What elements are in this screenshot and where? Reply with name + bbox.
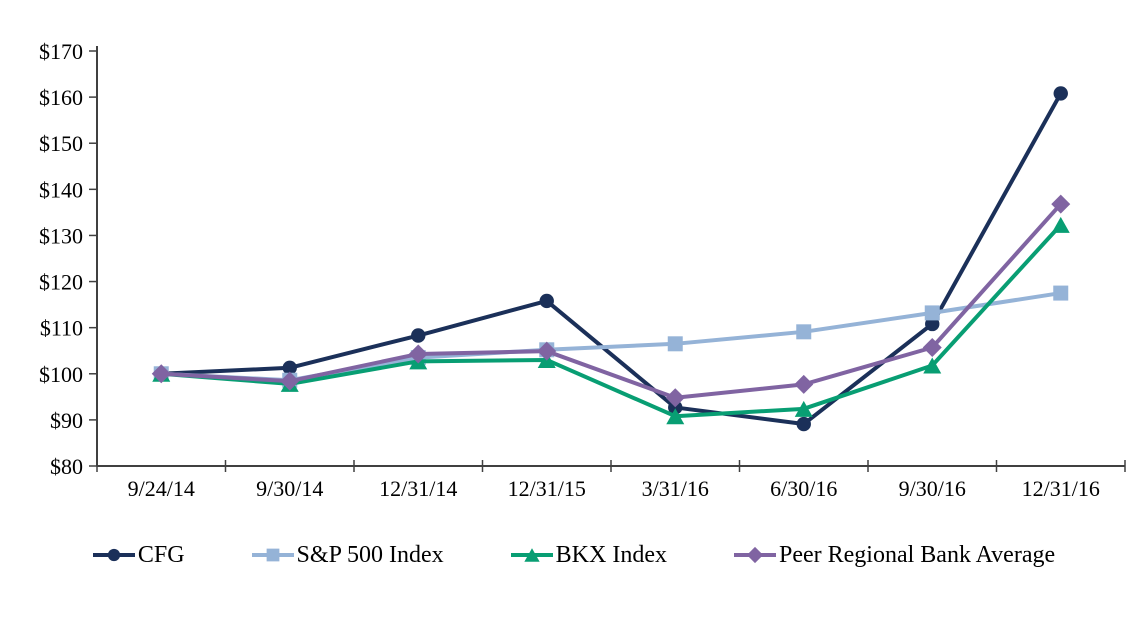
x-axis-tick-label: 3/31/16 [642,476,709,501]
x-axis-tick-label: 9/30/16 [899,476,966,501]
legend-marker-circle [107,548,120,562]
series-cfg-marker [411,328,426,343]
legend-s-p-500-index-square-icon [251,548,294,562]
series-peer-regional-bank-average-marker [408,344,428,364]
y-axis-tick-label: $140 [39,177,83,202]
legend-marker-triangle [524,548,540,562]
series-peer-regional-bank-average-marker [151,364,171,384]
series-peer-regional-bank-average-marker [280,371,300,391]
series-peer-regional-bank-average-marker [537,341,557,361]
y-axis-tick-label: $110 [40,316,83,341]
x-axis-tick-label: 9/30/14 [256,476,323,501]
legend-item-cfg: CFG [92,543,185,567]
series-peer-regional-bank-average-marker [794,374,814,394]
x-axis-tick-label: 6/30/16 [770,476,837,501]
series-cfg-marker [796,416,811,432]
series-s-p-500-index-marker [667,336,683,352]
y-axis-tick-label: $80 [50,454,83,479]
series-bkx-index-marker [666,408,685,425]
y-axis-tick-label: $160 [39,85,83,110]
legend-item-s-p-500-index: S&P 500 Index [251,543,444,567]
y-axis-tick-label: $130 [39,223,83,248]
series-bkx-index-marker [794,400,813,417]
series-peer-regional-bank-average-marker [922,337,942,357]
legend-cfg-circle-icon [92,548,135,562]
legend-label: S&P 500 Index [296,542,444,568]
legend-marker-diamond [746,546,764,564]
series-peer-regional-bank-average-marker [1051,194,1071,214]
series-cfg-marker [668,400,683,415]
y-axis-tick-label: $120 [39,270,83,295]
legend-bkx-index-triangle-icon [510,548,553,562]
legend-label: Peer Regional Bank Average [779,542,1056,568]
series-bkx-index-marker [1051,216,1070,233]
series-cfg-marker [1053,86,1068,101]
y-axis-tick-label: $150 [39,131,83,156]
legend-peer-regional-bank-average-diamond-icon [734,546,776,564]
series-cfg-marker [282,360,297,375]
x-axis-tick-label: 12/31/14 [379,476,457,501]
series-cfg-marker [539,293,554,309]
series-s-p-500-index-marker [924,305,940,321]
x-axis-tick-label: 9/24/14 [128,476,195,501]
legend-item-peer-regional-bank-average: Peer Regional Bank Average [733,543,1055,567]
series-cfg-line [161,92,1063,427]
legend-label: BKX Index [555,542,667,568]
y-axis-tick-label: $100 [39,362,83,387]
x-axis-tick-label: 12/31/16 [1022,476,1100,501]
series-s-p-500-index-marker [796,324,812,340]
series-peer-regional-bank-average-marker [665,388,685,408]
x-axis-tick-label: 12/31/15 [508,476,586,501]
legend-marker-square [266,548,279,562]
y-axis-tick-label: $90 [50,408,83,433]
series-peer-regional-bank-average-line [161,202,1063,400]
series-s-p-500-index-marker [1053,285,1069,301]
legend-item-bkx-index: BKX Index [510,543,667,567]
legend-label: CFG [137,542,185,568]
series-bkx-index-marker [923,357,942,374]
series-bkx-index-line [161,223,1063,419]
chart-legend: CFG S&P 500 Index BKX Index Peer Regional B… [0,543,1147,567]
y-axis-tick-label: $170 [39,39,83,64]
